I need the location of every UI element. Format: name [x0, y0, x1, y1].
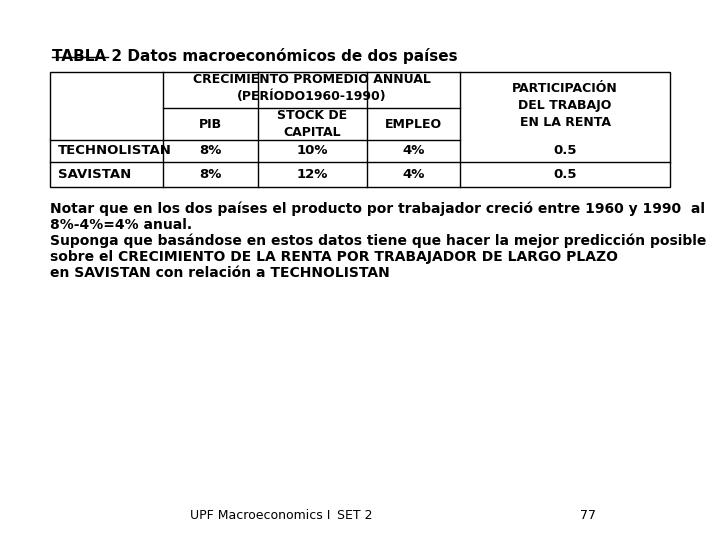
- Text: 4%: 4%: [402, 168, 425, 181]
- Text: STOCK DE
CAPITAL: STOCK DE CAPITAL: [277, 109, 348, 139]
- Text: TECHNOLISTAN: TECHNOLISTAN: [58, 145, 172, 158]
- Text: sobre el CRECIMIENTO DE LA RENTA POR TRABAJADOR DE LARGO PLAZO: sobre el CRECIMIENTO DE LA RENTA POR TRA…: [50, 250, 618, 264]
- Text: PIB: PIB: [199, 118, 222, 131]
- Text: 0.5: 0.5: [553, 168, 577, 181]
- Text: SAVISTAN: SAVISTAN: [58, 168, 131, 181]
- Text: 8%: 8%: [199, 168, 222, 181]
- Text: CRECIMIENTO PROMEDIO ANNUAL
(PERÍODO1960-1990): CRECIMIENTO PROMEDIO ANNUAL (PERÍODO1960…: [192, 73, 431, 103]
- Bar: [50, 72, 670, 187]
- Text: SET 2: SET 2: [337, 509, 373, 522]
- Text: 4%: 4%: [402, 145, 425, 158]
- Text: 8%: 8%: [199, 145, 222, 158]
- Text: en SAVISTAN con relación a TECHNOLISTAN: en SAVISTAN con relación a TECHNOLISTAN: [50, 266, 390, 280]
- Text: Notar que en los dos países el producto por trabajador creció entre 1960 y 1990 : Notar que en los dos países el producto …: [50, 202, 705, 217]
- Text: 0.5: 0.5: [553, 145, 577, 158]
- Text: 77: 77: [580, 509, 596, 522]
- Text: 10%: 10%: [297, 145, 328, 158]
- Text: UPF Macroeconomics I: UPF Macroeconomics I: [190, 509, 330, 522]
- Text: TABLA 2 Datos macroeconómicos de dos países: TABLA 2 Datos macroeconómicos de dos paí…: [52, 48, 458, 64]
- Text: Suponga que basándose en estos datos tiene que hacer la mejor predicción posible: Suponga que basándose en estos datos tie…: [50, 234, 706, 248]
- Text: 8%-4%=4% anual.: 8%-4%=4% anual.: [50, 218, 192, 232]
- Text: 12%: 12%: [297, 168, 328, 181]
- Text: PARTICIPACIÓN
DEL TRABAJO
EN LA RENTA: PARTICIPACIÓN DEL TRABAJO EN LA RENTA: [512, 83, 618, 130]
- Text: EMPLEO: EMPLEO: [385, 118, 442, 131]
